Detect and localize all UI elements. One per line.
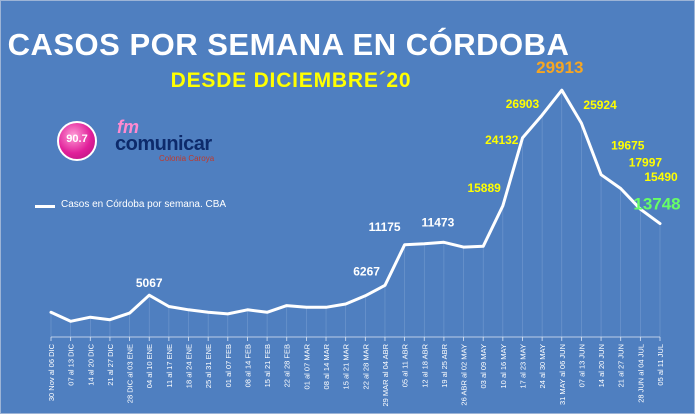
data-point	[285, 304, 288, 307]
x-tick-label: 15 al 21 MAR	[342, 343, 351, 389]
data-label: 5067	[136, 276, 163, 290]
data-point	[384, 284, 386, 287]
data-point	[69, 320, 72, 323]
x-tick-label: 26 ABR al 02 MAY	[460, 344, 469, 406]
x-tick-label: 22 al 28 FEB	[283, 344, 292, 387]
data-point	[50, 311, 52, 314]
data-label: 6267	[353, 264, 380, 278]
data-point	[168, 305, 170, 308]
data-label: 29913	[536, 58, 583, 77]
x-tick-label: 18 al 24 ENE	[185, 344, 194, 388]
x-tick-label: 28 DIC al 03 ENE	[126, 344, 135, 403]
x-tick-label: 11 al 17 ENE	[165, 344, 174, 388]
data-point	[600, 173, 602, 176]
x-tick-label: 28 JUN al 04 JUL	[636, 344, 645, 403]
data-point	[443, 241, 445, 244]
data-point	[89, 316, 92, 319]
data-point	[227, 313, 229, 315]
data-point	[344, 303, 347, 305]
x-tick-label: 07 al 13 DIC	[67, 343, 76, 385]
x-tick-label: 01 al 07 MAR	[302, 343, 311, 389]
x-tick-label: 08 al 14 MAR	[322, 343, 331, 389]
data-point	[187, 308, 190, 311]
data-point	[639, 208, 642, 211]
data-label: 15889	[467, 181, 501, 195]
logo-tagline: Colonia Caroya	[159, 154, 215, 163]
x-tick-label: 24 al 30 MAY	[538, 344, 547, 388]
data-point	[521, 137, 524, 139]
x-tick-label: 19 al 25 ABR	[440, 343, 449, 387]
data-point	[423, 242, 426, 245]
x-tick-label: 08 al 14 FEB	[243, 344, 252, 387]
radio-logo: 90.7 fm comunicar Colonia Caroya	[57, 117, 237, 167]
legend-line-swatch	[35, 205, 55, 208]
data-label: 11175	[369, 220, 401, 234]
data-label: 25924	[583, 98, 617, 112]
x-tick-label: 25 al 31 ENE	[204, 344, 213, 388]
x-tick-label: 30 Nov al 06 DIC	[47, 343, 56, 401]
x-tick-label: 04 al 10 ENE	[145, 344, 154, 388]
logo-circle-icon	[57, 121, 97, 161]
x-tick-label: 21 al 27 JUN	[617, 344, 626, 387]
x-tick-label: 12 al 18 ABR	[420, 343, 429, 387]
logo-name: comunicar	[115, 133, 212, 155]
x-tick-label: 07 al 13 JUN	[577, 344, 586, 387]
x-tick-label: 17 al 23 MAY	[518, 344, 527, 388]
x-tick-label: 05 al 11 JUL	[656, 344, 665, 386]
x-tick-label: 01 al 07 FEB	[224, 344, 233, 387]
data-point	[325, 306, 327, 309]
data-point	[207, 311, 209, 314]
series-line	[49, 88, 662, 323]
data-point	[462, 246, 465, 248]
data-point	[502, 205, 504, 207]
x-tick-label: 29 MAR al 04 ABR	[381, 343, 390, 406]
x-tick-label: 15 al 21 FEB	[263, 344, 272, 387]
data-point	[659, 222, 661, 225]
chart-title: CASOS POR SEMANA EN CÓRDOBA	[7, 27, 570, 62]
data-point	[246, 308, 249, 311]
data-point	[403, 244, 406, 246]
data-point	[364, 294, 367, 297]
data-label: 26903	[506, 97, 540, 111]
data-label: 11473	[422, 215, 455, 229]
data-label: 24132	[485, 133, 519, 147]
data-label: 19675	[611, 139, 645, 153]
x-tick-label: 14 al 20 JUN	[597, 344, 606, 387]
data-point	[580, 122, 583, 124]
data-point	[619, 187, 622, 190]
data-point	[541, 114, 543, 116]
x-tick-label: 31 MAY al 06 JUN	[558, 344, 567, 405]
data-point	[482, 245, 484, 248]
x-tick-label: 22 al 28 MAR	[361, 343, 370, 389]
data-point	[305, 306, 308, 309]
data-label: 13748	[633, 195, 680, 214]
chart-subtitle: DESDE DICIEMBRE´20	[170, 69, 412, 92]
data-point	[109, 318, 111, 321]
x-tick-label: 21 al 27 DIC	[106, 343, 115, 385]
x-tick-label: 03 al 09 MAY	[479, 344, 488, 388]
data-point	[128, 312, 131, 314]
x-tick-label: 05 al 11 ABR	[401, 343, 410, 387]
data-point	[148, 294, 151, 296]
data-point	[266, 311, 268, 314]
logo-frequency: 90.7	[66, 133, 88, 145]
data-label: 15490	[644, 170, 678, 184]
data-point	[560, 89, 563, 92]
x-tick-label: 10 al 16 MAY	[499, 344, 508, 388]
x-tick-label: 14 al 20 DIC	[86, 343, 95, 385]
legend-label: Casos en Córdoba por semana. CBA	[61, 199, 227, 210]
logo-fm: fm	[117, 117, 139, 137]
data-label: 17997	[629, 156, 663, 170]
